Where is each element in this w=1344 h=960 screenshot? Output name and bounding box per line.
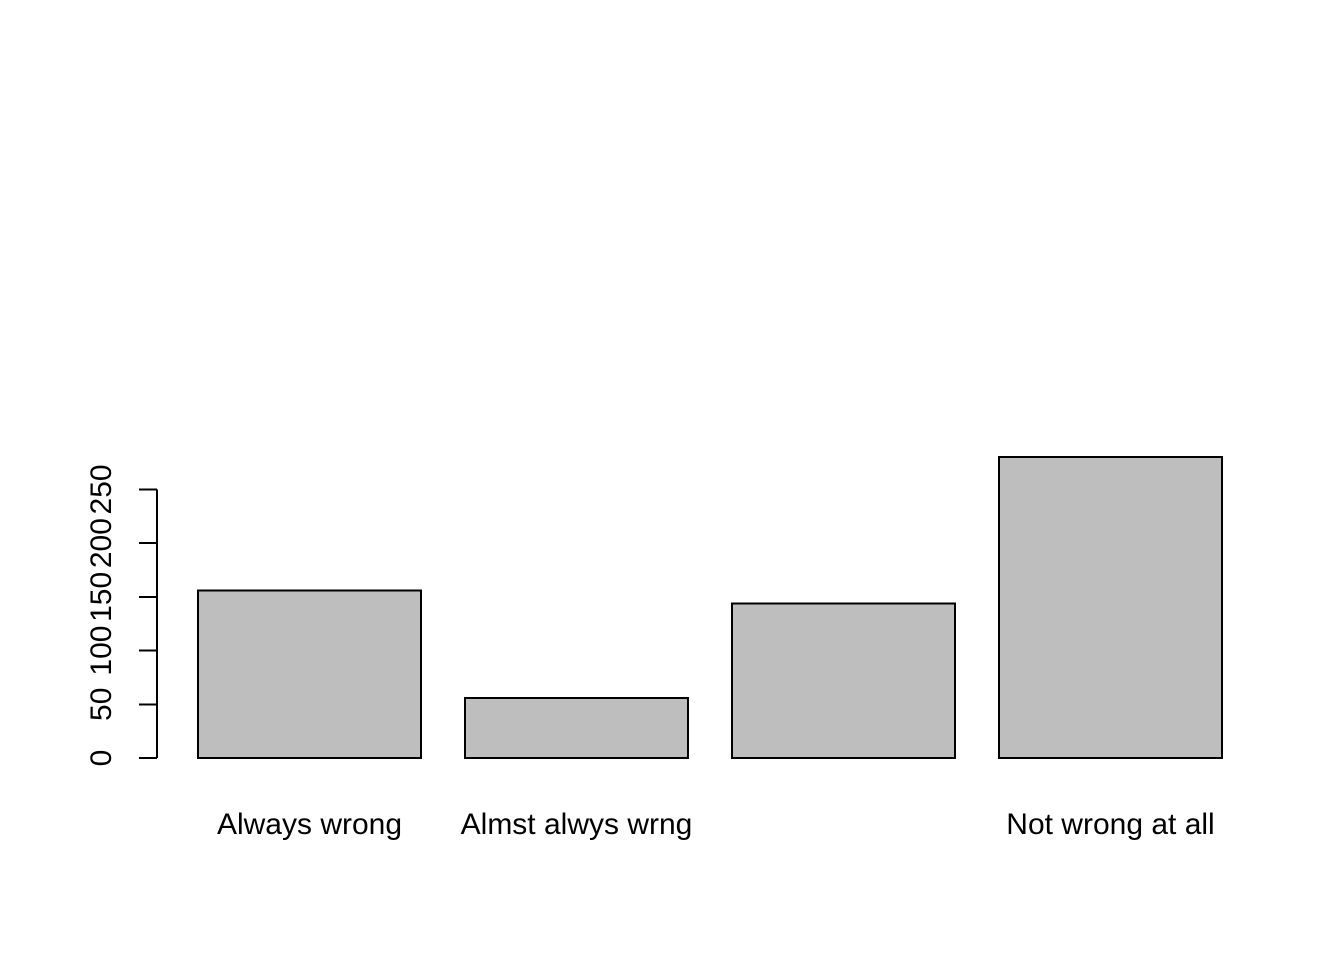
x-category-labels: Always wrong Almst alwys wrng Not wrong at…: [217, 808, 1215, 841]
y-tick-label-150: 150: [85, 572, 118, 622]
y-tick-label-250: 250: [85, 464, 118, 514]
bar-1: [197, 589, 422, 759]
bar-2: [464, 696, 689, 759]
x-category-label-1: Always wrong: [217, 808, 402, 841]
y-tick-label-100: 100: [85, 626, 118, 676]
bar-4: [998, 456, 1223, 759]
bars-layer: [197, 456, 1223, 759]
x-category-label-2: Almst alwys wrng: [461, 808, 693, 841]
bar-3: [731, 602, 956, 759]
y-tick-label-0: 0: [85, 750, 118, 767]
y-tick-label-200: 200: [85, 518, 118, 568]
x-category-label-4: Not wrong at all: [1006, 808, 1214, 841]
y-axis: 0 50 100 150 200 250: [85, 464, 158, 767]
y-tick-label-50: 50: [85, 688, 118, 721]
